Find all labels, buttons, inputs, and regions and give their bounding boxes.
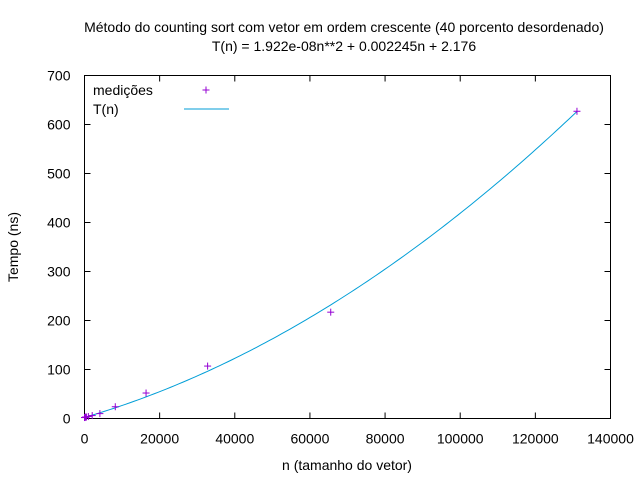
y-axis-label: Tempo (ns) [5,212,21,282]
x-axis-label: n (tamanho do vetor) [282,457,412,473]
y-tick-label: 100 [47,362,71,378]
data-point [88,412,96,420]
y-tick-label: 300 [47,264,71,280]
data-point [327,308,335,316]
legend-marker-plus [202,86,210,94]
x-tick-label: 40000 [215,431,254,447]
legend-marker-measurements [202,86,210,94]
data-point [84,413,92,421]
measurement-points-layer [81,107,581,422]
y-tick-label: 400 [47,215,71,231]
data-point [204,362,212,370]
fit-curve-layer [84,111,578,418]
legend: medições T(n) [93,82,229,117]
fit-curve [84,111,578,418]
y-tick-label: 0 [63,411,71,427]
x-tick-label: 60000 [290,431,329,447]
x-tick-label: 0 [81,431,89,447]
y-tick-label: 700 [47,68,71,84]
y-tick-label: 600 [47,117,71,133]
legend-label-fit: T(n) [93,101,119,117]
x-tick-label: 80000 [366,431,405,447]
chart-subtitle: T(n) = 1.922e-08n**2 + 0.002245n + 2.176 [212,38,476,54]
x-tick-label: 140000 [587,431,634,447]
x-tick-label: 120000 [512,431,559,447]
data-point [573,107,581,115]
chart-title: Método do counting sort com vetor em ord… [84,19,604,35]
x-tick-label: 20000 [140,431,179,447]
data-point [142,389,150,397]
plot-frame [84,75,611,419]
axis-ticks: 0 20000 40000 60000 80000 100000 120000 140000 0… [47,68,634,447]
y-tick-label: 500 [47,166,71,182]
data-point [96,410,104,418]
legend-label-measurements: medições [93,82,153,98]
x-tick-label: 100000 [437,431,484,447]
y-tick-label: 200 [47,313,71,329]
data-point [111,403,119,411]
